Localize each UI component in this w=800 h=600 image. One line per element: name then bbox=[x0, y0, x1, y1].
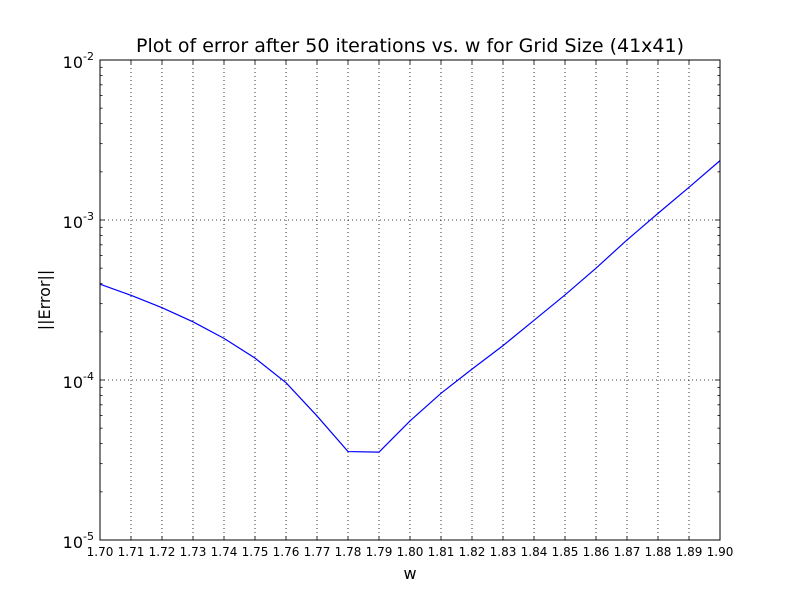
x-tick-label: 1.72 bbox=[149, 545, 176, 559]
x-tick-label: 1.84 bbox=[521, 545, 548, 559]
x-tick-label: 1.87 bbox=[614, 545, 641, 559]
x-tick-label: 1.88 bbox=[645, 545, 672, 559]
x-tick-label: 1.81 bbox=[428, 545, 455, 559]
series-layer bbox=[99, 160, 721, 453]
plot-frame bbox=[99, 59, 721, 541]
y-tick-label: 10-4 bbox=[63, 370, 94, 392]
x-tick-label: 1.71 bbox=[118, 545, 145, 559]
x-tick-label: 1.73 bbox=[180, 545, 207, 559]
y-tick-label: 10-2 bbox=[63, 50, 94, 72]
x-tick-label: 1.85 bbox=[552, 545, 579, 559]
x-tick-label: 1.80 bbox=[397, 545, 424, 559]
y-tick-label: 10-5 bbox=[63, 530, 94, 552]
tick-marks bbox=[99, 59, 721, 541]
grid-lines bbox=[100, 60, 720, 540]
x-tick-label: 1.89 bbox=[676, 545, 703, 559]
chart-title: Plot of error after 50 iterations vs. w … bbox=[136, 35, 684, 57]
x-tick-label: 1.75 bbox=[242, 545, 269, 559]
x-tick-label: 1.70 bbox=[87, 545, 114, 559]
x-tick-label: 1.77 bbox=[304, 545, 331, 559]
x-tick-label: 1.79 bbox=[366, 545, 393, 559]
x-tick-label: 1.86 bbox=[583, 545, 610, 559]
x-tick-label: 1.83 bbox=[490, 545, 517, 559]
x-tick-label: 1.74 bbox=[211, 545, 238, 559]
x-tick-label: 1.90 bbox=[707, 545, 734, 559]
x-tick-labels: 1.70 1.71 1.72 1.73 1.74 1.75 1.76 1.77 1.78 1.79… bbox=[87, 545, 734, 559]
error-series-line bbox=[99, 160, 721, 453]
y-tick-labels: 10-5 10-4 10-3 10-2 bbox=[63, 50, 94, 552]
x-tick-label: 1.76 bbox=[273, 545, 300, 559]
y-tick-label: 10-3 bbox=[63, 210, 94, 232]
x-tick-label: 1.78 bbox=[335, 545, 362, 559]
x-tick-label: 1.82 bbox=[459, 545, 486, 559]
x-axis-label: w bbox=[403, 564, 416, 583]
y-axis-label: ||Error|| bbox=[35, 270, 54, 331]
